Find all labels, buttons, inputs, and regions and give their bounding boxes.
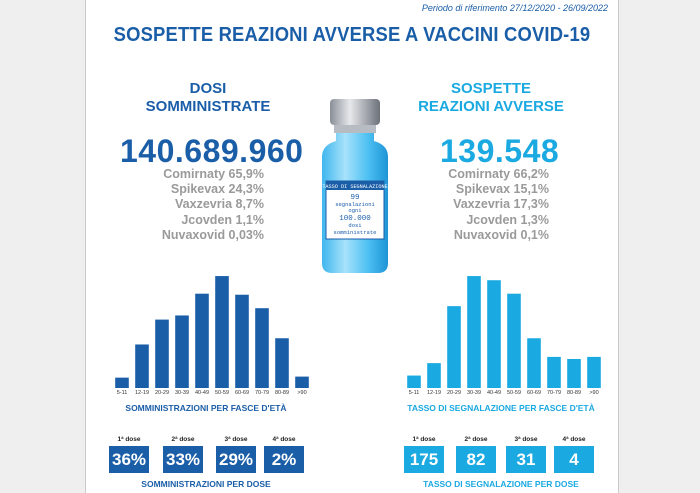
tick-label: 12-19 (426, 390, 442, 396)
vaccine-share: Vaxzevria 17,3% (453, 197, 549, 212)
tick-label: 50-59 (214, 390, 230, 396)
vaccine-share: Comirnaty 65,9% (163, 167, 264, 181)
dose-rate-box: 175 (404, 446, 444, 473)
tick-label: 40-49 (486, 390, 502, 396)
vial-label-line: dosi (348, 222, 362, 229)
bar-12-19 (427, 363, 441, 388)
tick-label: 30-39 (174, 390, 190, 396)
tick-label: 40-49 (194, 390, 210, 396)
reporting-age-chart (407, 276, 601, 388)
tick-label: 50-59 (506, 390, 522, 396)
dose-percent-box: 36% (109, 446, 149, 473)
dose-label: 4ª dose (272, 436, 296, 443)
doses-heading-line2: SOMMINISTRATE (145, 98, 271, 115)
bar-70-79 (255, 308, 269, 388)
doses-total: 140.689.960 (120, 133, 304, 169)
dose-label: 1ª dose (412, 436, 436, 443)
vaccine-share: Spikevax 24,3% (170, 182, 264, 197)
bar-70-79 (547, 356, 561, 388)
reactions-heading-line2: REAZIONI AVVERSE (418, 98, 564, 115)
tick-label: 60-69 (234, 390, 250, 396)
bar-40-49 (487, 280, 501, 388)
infographic-page: Periodo di riferimento 27/12/2020 - 26/0… (85, 0, 619, 493)
vial-label-line: 100.000 (339, 215, 371, 223)
bar-5-11 (115, 377, 129, 388)
page-title: SOSPETTE REAZIONI AVVERSE A VACCINI COVI… (113, 24, 591, 46)
vaccine-share: Comirnaty 66,2% (448, 167, 549, 181)
tick-label: 80-89 (566, 390, 582, 396)
vaccine-vial-icon: TASSO DI SEGNALAZIONE 99 segnalazioni og… (322, 99, 388, 273)
dose-rate-box: 31 (506, 446, 546, 473)
vial-label-title: TASSO DI SEGNALAZIONE (322, 184, 387, 190)
vial-label-line: segnalazioni (335, 201, 375, 208)
tick-label: 5-11 (116, 390, 128, 396)
doses-vaccine-list: Comirnaty 65,9% Spikevax 24,3% Vaxzevria… (126, 167, 264, 243)
bar->90 (587, 356, 601, 388)
bar-50-59 (215, 276, 229, 388)
bar-20-29 (155, 319, 169, 388)
tick-label: 20-29 (446, 390, 462, 396)
vaccine-share: Vaxzevria 8,7% (175, 197, 264, 212)
tick-label: 12-19 (134, 390, 150, 396)
dose-percent-box: 33% (163, 446, 203, 473)
tick-label: 20-29 (154, 390, 170, 396)
vaccine-share: Jcovden 1,3% (466, 212, 549, 227)
reactions-heading-line1: SOSPETTE (450, 80, 532, 97)
tick-label: 70-79 (254, 390, 270, 396)
bar-30-39 (175, 315, 189, 388)
tick-label: 5-11 (408, 390, 420, 396)
reactions-total: 139.548 (440, 133, 560, 169)
vial-label-value: 99 (350, 194, 359, 202)
bar-12-19 (135, 344, 149, 388)
vial-label-header (326, 181, 384, 190)
doses-heading: DOSI SOMMINISTRATE (98, 80, 318, 116)
doses-per-dose-caption: SOMMINISTRAZIONI PER DOSE (141, 479, 271, 489)
vial-neck (334, 125, 376, 133)
doses-heading-line1: DOSI (189, 80, 227, 97)
doses-age-chart (115, 276, 309, 388)
dose-label: 4ª dose (562, 436, 586, 443)
dose-label: 2ª dose (464, 436, 488, 443)
bar-60-69 (235, 294, 249, 388)
dose-label: 2ª dose (171, 436, 195, 443)
bar->90 (295, 376, 309, 388)
vial-cap (330, 99, 380, 125)
tick-label: 30-39 (466, 390, 482, 396)
reporting-age-caption: TASSO DI SEGNALAZIONE PER FASCE D'ETÀ (407, 403, 595, 413)
bar-80-89 (567, 358, 581, 388)
tick-label: >90 (589, 390, 599, 396)
tick-label: 60-69 (526, 390, 542, 396)
bar-30-39 (467, 276, 481, 388)
bar-20-29 (447, 306, 461, 388)
dose-label: 3ª dose (514, 436, 538, 443)
reference-period: Periodo di riferimento 27/12/2020 - 26/0… (421, 3, 608, 13)
dose-rate-box: 4 (554, 446, 594, 473)
dose-percent-box: 2% (264, 446, 304, 473)
bar-60-69 (527, 338, 541, 388)
bar-40-49 (195, 293, 209, 388)
reporting-per-dose-caption: TASSO DI SEGNALAZIONE PER DOSE (423, 479, 579, 489)
vial-label-line: ogni (348, 207, 362, 214)
dose-rate-box: 82 (456, 446, 496, 473)
vial-label-line: somministrate (334, 229, 377, 236)
vaccine-share: Nuvaxovid 0,1% (453, 227, 549, 242)
dose-label: 1ª dose (117, 436, 141, 443)
vaccine-share: Nuvaxovid 0,03% (161, 227, 264, 242)
vial-label (325, 180, 385, 240)
reactions-vaccine-list: Comirnaty 66,2% Spikevax 15,1% Vaxzevria… (424, 167, 549, 243)
tick-label: >90 (297, 390, 307, 396)
reactions-heading: SOSPETTE REAZIONI AVVERSE (386, 80, 596, 116)
vaccine-share: Spikevax 15,1% (455, 182, 549, 197)
bar-50-59 (507, 293, 521, 388)
vaccine-share: Jcovden 1,1% (181, 212, 264, 227)
dose-label: 3ª dose (224, 436, 248, 443)
tick-label: 80-89 (274, 390, 290, 396)
bar-80-89 (275, 338, 289, 388)
dose-percent-box: 29% (216, 446, 256, 473)
doses-age-caption: SOMMINISTRAZIONI PER FASCE D'ETÀ (125, 403, 287, 413)
bar-5-11 (407, 375, 421, 388)
tick-label: 70-79 (546, 390, 562, 396)
